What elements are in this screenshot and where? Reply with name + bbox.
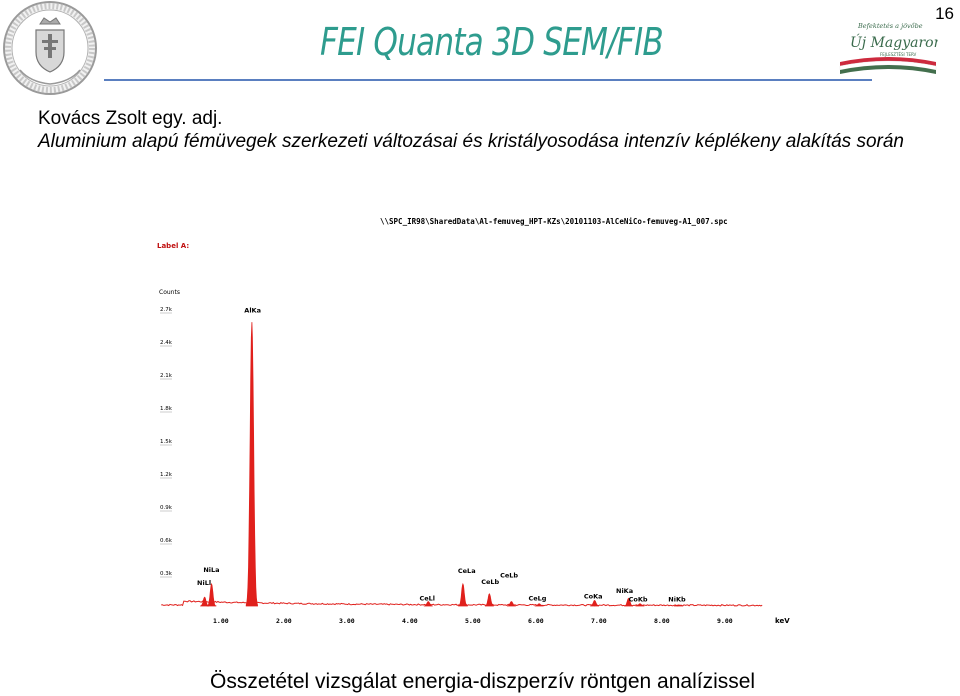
peak-label: CeLg: [528, 595, 546, 603]
y-tick-label: 1.8k: [160, 406, 173, 412]
peak-label: CeLb: [481, 578, 499, 586]
logo-tagline: Befektetés a jövőbe: [857, 21, 923, 30]
x-axis-label: keV: [775, 617, 790, 625]
logo-wordmark: Új Magyarország: [850, 33, 938, 51]
y-tick-label: 0.6k: [160, 538, 173, 544]
page-number: 16: [935, 4, 954, 23]
subtitle: Aluminium alapú fémüvegek szerkezeti vál…: [38, 131, 904, 152]
x-tick-label: 1.00: [213, 617, 229, 625]
spectrum-peak: [458, 582, 468, 607]
x-tick-label: 7.00: [591, 617, 607, 625]
x-tick-label: 8.00: [654, 617, 670, 625]
uj-magyarorszag-logo: Befektetés a jövőbe Új Magyarország FEJL…: [839, 21, 938, 74]
peak-label: CoKa: [584, 592, 603, 600]
spectrum-peak: [200, 596, 210, 607]
spectrum-peak: [534, 603, 544, 607]
spectrum-peak: [635, 603, 645, 607]
peak-label: CeLa: [458, 567, 476, 575]
eds-spectrum-chart: \\SPC_IR98\SharedData\Al-femuveg_HPT-KZs…: [157, 217, 790, 625]
spectrum-peak: [423, 601, 433, 607]
peak-label: NiLl: [197, 579, 211, 587]
header-rule: [104, 79, 872, 81]
university-seal-logo: [3, 1, 97, 95]
y-tick-label: 2.4k: [160, 340, 173, 346]
chart-label: Label A:: [157, 242, 189, 250]
spectrum-peak: [245, 322, 258, 607]
spectrum-peak: [624, 597, 634, 607]
slide-title: FEI Quanta 3D SEM/FIB: [320, 20, 664, 64]
x-tick-label: 2.00: [276, 617, 292, 625]
peak-label: NiKb: [668, 596, 686, 604]
author-line: Kovács Zsolt egy. adj.: [38, 108, 223, 129]
spectrum-peak: [206, 582, 217, 607]
peak-label: CoKb: [629, 596, 648, 604]
peak-label: CeLl: [419, 595, 435, 603]
peak-label: NiKa: [616, 587, 633, 595]
spectrum-peak: [673, 604, 683, 607]
x-tick-label: 6.00: [528, 617, 544, 625]
chart-title: \\SPC_IR98\SharedData\Al-femuveg_HPT-KZs…: [380, 217, 728, 226]
y-tick-label: 1.5k: [160, 439, 173, 445]
spectrum-peak: [484, 593, 494, 607]
spectrum-peak: [590, 600, 600, 607]
x-tick-label: 4.00: [402, 617, 418, 625]
y-tick-label: 2.1k: [160, 373, 173, 379]
y-tick-label: 0.3k: [160, 571, 173, 577]
x-tick-label: 3.00: [339, 617, 355, 625]
y-tick-label: 2.7k: [160, 307, 173, 313]
y-axis-label: Counts: [159, 289, 180, 296]
peak-label: NiLa: [203, 566, 219, 574]
x-tick-label: 5.00: [465, 617, 481, 625]
peak-label: CeLb: [500, 571, 518, 579]
peak-label: AlKa: [244, 306, 261, 314]
y-tick-label: 1.2k: [160, 472, 173, 478]
footer-caption: Összetétel vizsgálat energia-diszperzív …: [210, 670, 756, 693]
spectrum-peak: [507, 601, 516, 607]
logo-plan-text: FEJLESZTÉSI TERV: [880, 52, 917, 57]
y-tick-label: 0.9k: [160, 505, 173, 511]
x-tick-label: 9.00: [717, 617, 733, 625]
